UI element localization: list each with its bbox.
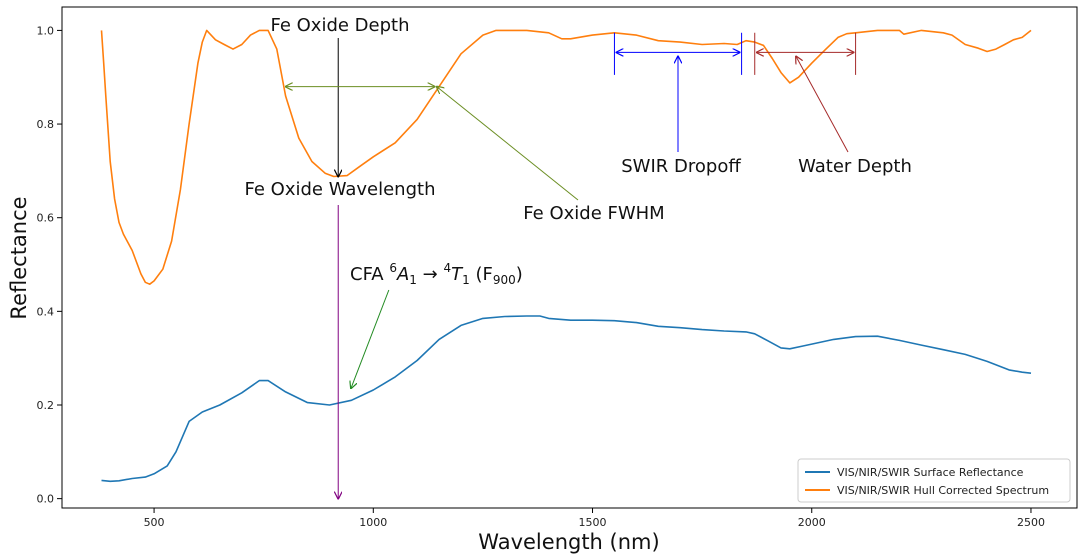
y-tick-label-5: 1.0 xyxy=(37,24,55,37)
cfa-a: A xyxy=(396,264,409,285)
cfa-close: ) xyxy=(516,264,523,285)
y-tick-label-1: 0.2 xyxy=(37,399,55,412)
cfa-sup2: 4 xyxy=(443,261,451,275)
cfa-label: CFA 6A1 → 4T1 (F900) xyxy=(350,261,523,287)
fwhm-pointer-arrow xyxy=(437,87,579,201)
legend: VIS/NIR/SWIR Surface Reflectance VIS/NIR… xyxy=(797,458,1071,503)
x-tick-label-2000: 2000 xyxy=(798,516,826,529)
swir-dropoff-label: SWIR Dropoff xyxy=(621,156,741,177)
cfa-sub2: 1 xyxy=(462,273,470,287)
water-pointer-arrow xyxy=(796,56,849,153)
y-tick-label-4: 0.8 xyxy=(37,118,55,131)
surface-reflectance-line xyxy=(101,315,1032,483)
x-axis-label: Wavelength (nm) xyxy=(478,530,659,554)
cfa-arrow: → xyxy=(417,264,444,285)
x-tick-label-500: 500 xyxy=(144,516,165,529)
x-tick-label-2500: 2500 xyxy=(1017,516,1045,529)
cfa-prefix: CFA xyxy=(350,264,389,285)
axis-ticks: 500 1000 1500 2000 2500 0.0 0.2 0.4 0.6 0.8 1.0 xyxy=(37,24,1045,529)
y-tick-label-0: 0.0 xyxy=(37,493,55,506)
cfa-sub1: 1 xyxy=(409,273,417,287)
series-layer xyxy=(100,29,1032,483)
annotation-layer xyxy=(286,32,857,499)
cfa-f: (F xyxy=(470,264,493,285)
y-axis-label: Reflectance xyxy=(7,196,31,319)
fe-oxide-wavelength-label: Fe Oxide Wavelength xyxy=(245,179,436,200)
legend-box xyxy=(797,458,1071,503)
cfa-t: T xyxy=(451,264,464,285)
cfa-sub3: 900 xyxy=(493,273,516,287)
cfa-pointer-arrow xyxy=(351,289,390,388)
fe-oxide-fwhm-label: Fe Oxide FWHM xyxy=(523,203,664,224)
hull-corrected-line xyxy=(100,29,1032,286)
y-tick-label-2: 0.4 xyxy=(37,305,55,318)
fe-oxide-depth-label: Fe Oxide Depth xyxy=(270,15,409,36)
x-tick-label-1500: 1500 xyxy=(579,516,607,529)
legend-surface-label: VIS/NIR/SWIR Surface Reflectance xyxy=(837,466,1024,479)
y-tick-label-3: 0.6 xyxy=(37,212,55,225)
cfa-sup1: 6 xyxy=(389,261,397,275)
water-depth-label: Water Depth xyxy=(798,156,912,177)
plot-area xyxy=(61,6,1078,509)
x-tick-label-1000: 1000 xyxy=(359,516,387,529)
legend-hull-label: VIS/NIR/SWIR Hull Corrected Spectrum xyxy=(837,484,1049,497)
